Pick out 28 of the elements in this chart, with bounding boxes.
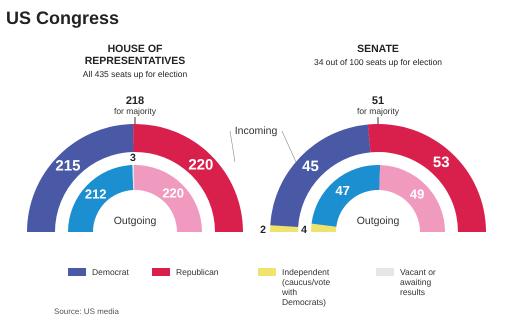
data-label: 220 xyxy=(162,186,184,201)
text: for majority xyxy=(114,106,157,116)
legend-label: Democrat xyxy=(92,267,130,277)
data-label: 53 xyxy=(432,154,450,171)
slice-label: Incoming xyxy=(234,125,278,137)
data-label: 45 xyxy=(302,158,319,176)
text: for majority xyxy=(356,106,400,116)
legend-label: Independent (caucus/vote with Democrats) xyxy=(281,267,330,307)
text: US Congress xyxy=(6,8,120,28)
source-note: Source: US media xyxy=(54,307,120,316)
chart-title: HOUSE OF REPRESENTATIVES xyxy=(84,43,186,67)
chart-title: SENATE xyxy=(357,43,399,55)
text: 51 xyxy=(372,95,384,107)
chart-subtitle: All 435 seats up for election xyxy=(82,69,188,79)
data-label: 2 xyxy=(260,224,266,236)
chart-subtitle: 34 out of 100 seats up for election xyxy=(314,57,442,67)
slice-label: Outgoing xyxy=(114,215,156,227)
data-label: 4 xyxy=(301,224,308,236)
legend-label: Republican xyxy=(176,267,219,277)
slice-label: Outgoing xyxy=(356,215,400,227)
data-label: 215 xyxy=(55,158,80,175)
legend-label: Vacant or awaiting results xyxy=(400,267,436,297)
data-label: 47 xyxy=(335,183,350,198)
data-label: 49 xyxy=(410,186,424,202)
data-label: 212 xyxy=(84,186,107,202)
text: 218 xyxy=(126,95,144,107)
data-label: 3 xyxy=(130,152,136,164)
data-label: 220 xyxy=(188,156,214,174)
